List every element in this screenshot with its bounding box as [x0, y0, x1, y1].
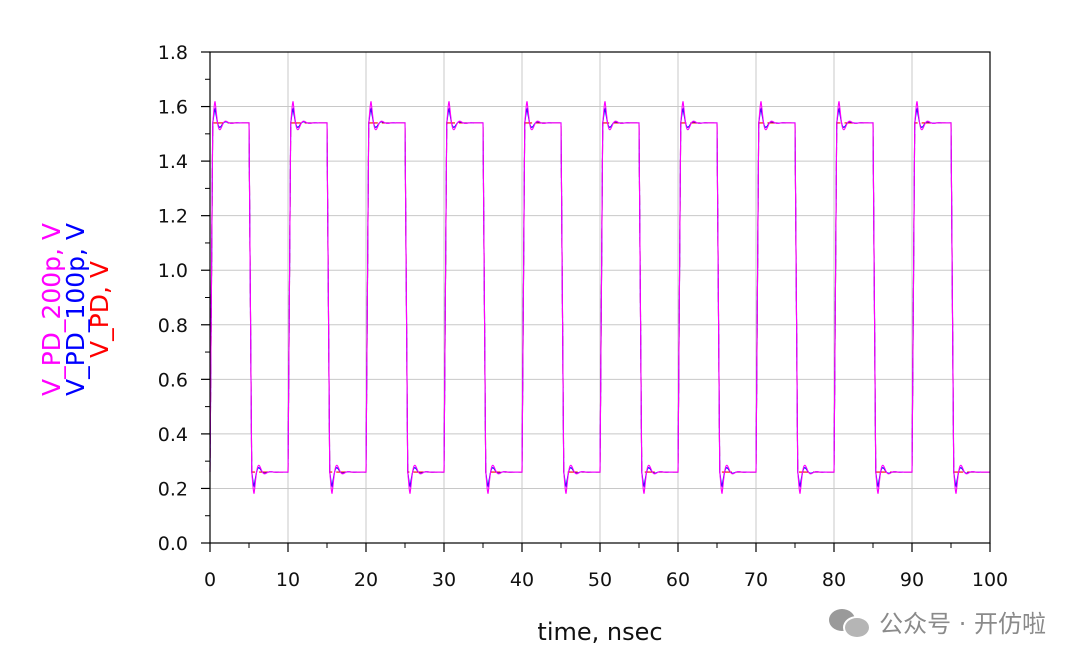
tick-labels: 0 10 20 30 40 50 60 70 80 90 100 0.0 0.2 0.4 0.6 0.8 1.0… — [158, 42, 1008, 591]
y-tick-label: 1.4 — [158, 151, 188, 173]
x-tick-label: 50 — [588, 569, 612, 591]
y-tick-label: 1.0 — [158, 260, 188, 282]
x-tick-label: 40 — [510, 569, 534, 591]
y-tick-label: 0.6 — [158, 369, 188, 391]
x-tick-label: 10 — [276, 569, 300, 591]
y-tick-label: 0.2 — [158, 478, 188, 500]
x-tick-label: 90 — [900, 569, 924, 591]
y-tick-label: 0.8 — [158, 315, 188, 337]
y-axis-title-line: V_PD, V — [85, 261, 114, 358]
x-tick-label: 60 — [666, 569, 690, 591]
y-tick-label: 1.2 — [158, 206, 188, 228]
x-tick-label: 0 — [204, 569, 216, 591]
ticks — [201, 51, 991, 552]
x-tick-label: 80 — [822, 569, 846, 591]
y-tick-label: 0.0 — [158, 533, 188, 555]
y-axis-title-line: V_PD_200p, V — [37, 223, 66, 396]
watermark-text: 公众号 · 开仿啦 — [879, 610, 1046, 638]
y-axis-title-line: V_PD_100p, V — [61, 223, 90, 396]
series-line-v-pd-200p — [209, 101, 991, 494]
x-tick-label: 20 — [354, 569, 378, 591]
y-axis-title: V_PD_200p, VV_PD_100p, VV_PD, V — [37, 223, 114, 396]
watermark: 公众号 · 开仿啦 — [829, 604, 1046, 639]
x-tick-label: 100 — [972, 569, 1008, 591]
x-axis-title: time, nsec — [537, 618, 662, 646]
y-tick-label: 1.8 — [158, 42, 188, 64]
series-layer — [209, 101, 991, 494]
y-tick-label: 1.6 — [158, 97, 188, 119]
x-tick-label: 30 — [432, 569, 456, 591]
y-tick-label: 0.4 — [158, 424, 188, 446]
x-tick-label: 70 — [744, 569, 768, 591]
wechat-icon — [829, 607, 872, 639]
